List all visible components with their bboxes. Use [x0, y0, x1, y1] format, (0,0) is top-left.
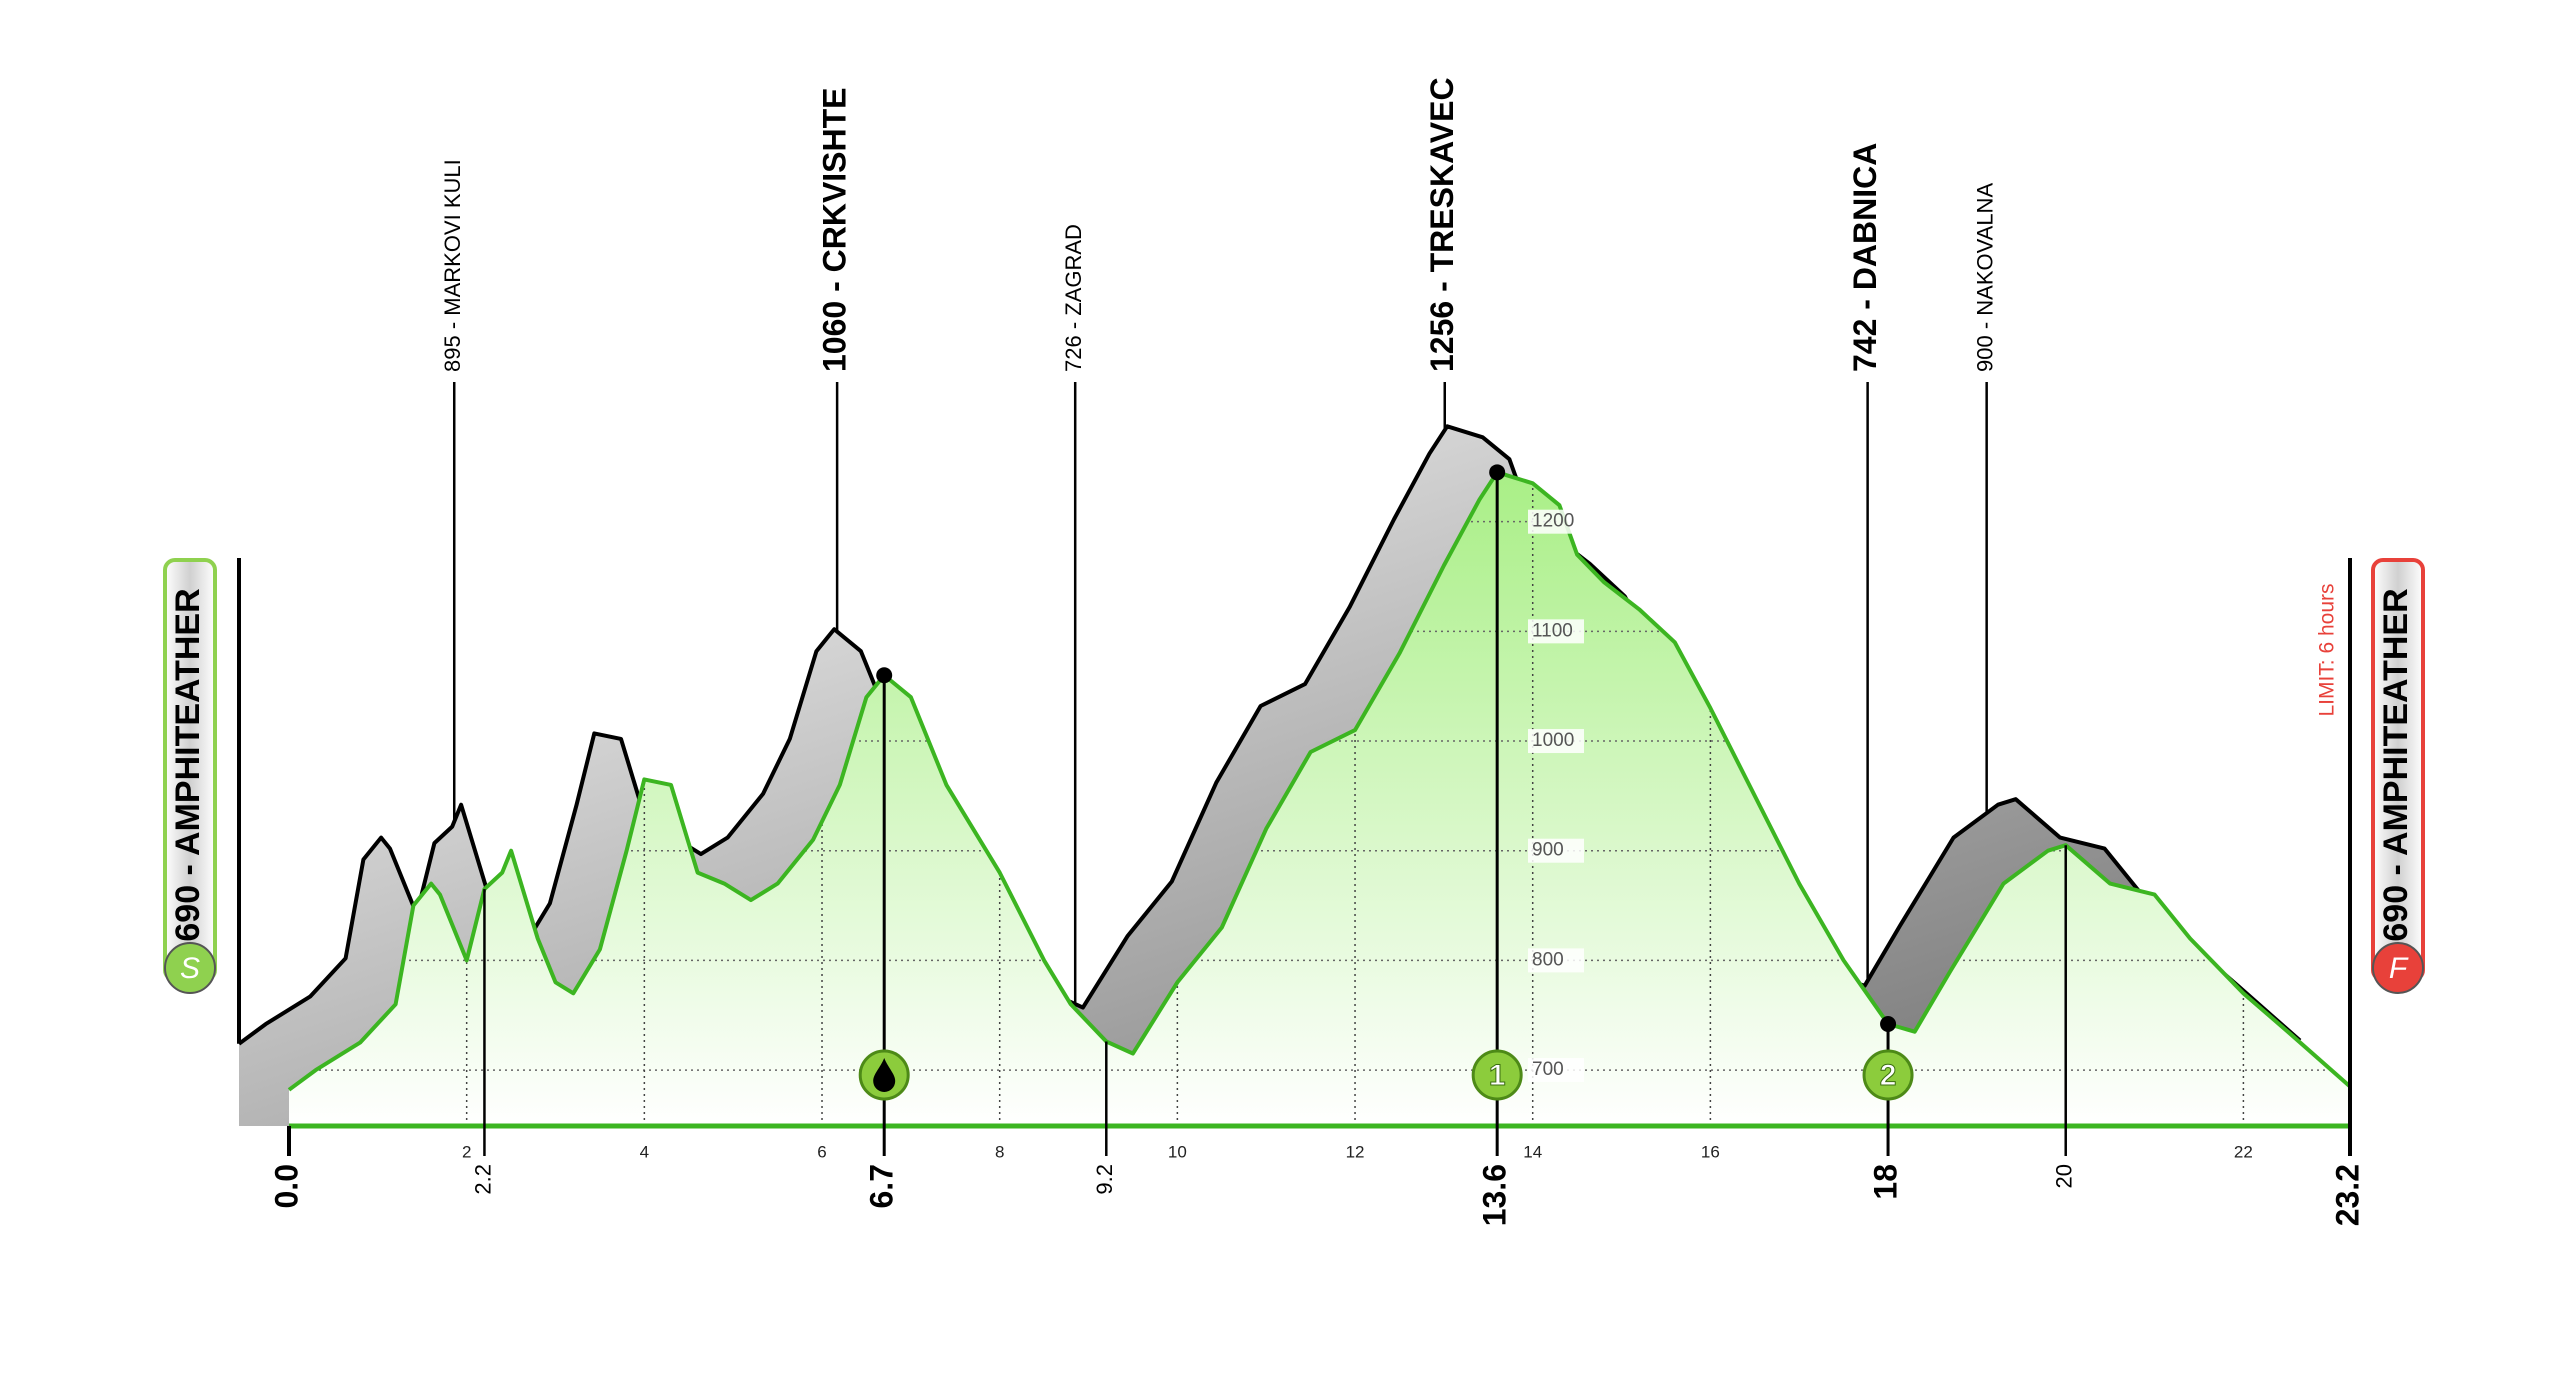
y-tick-bg: [1528, 619, 1584, 644]
finish-note: LIMIT: 6 hours: [2316, 583, 2339, 716]
y-tick-bg: [1528, 1058, 1584, 1083]
finish-label: 690 - AMPHITEATHER: [2377, 588, 2415, 941]
checkpoint-label: 1: [1489, 1059, 1506, 1092]
y-tick-label: 1100: [1532, 620, 1573, 641]
y-tick-bg: [1528, 729, 1584, 754]
checkpoint-badge: [1862, 1049, 1914, 1101]
finish-badge: F: [2389, 952, 2409, 985]
key-distance-label: 18: [1868, 1164, 1904, 1200]
y-tick-label: 900: [1532, 840, 1564, 861]
checkpoint-dot: [1880, 1016, 1897, 1032]
key-distance-label: 9.2: [1092, 1164, 1117, 1195]
start-label: 690 - AMPHITEATHER: [169, 588, 207, 941]
peak-label: 742 - DABNICA: [1847, 143, 1883, 372]
checkpoint-dot: [876, 667, 893, 684]
key-distance-label: 20: [2052, 1164, 2077, 1188]
profile-area: [289, 472, 2350, 1126]
key-distance-label: 13.6: [1477, 1164, 1513, 1226]
peak-label: 895 - MARKOVI KULI: [440, 159, 465, 372]
x-tick-label: 14: [1523, 1142, 1542, 1161]
checkpoint-badge: [1471, 1049, 1523, 1101]
water-icon: [873, 1058, 896, 1092]
profile-shadow-line: [237, 424, 2302, 1046]
key-distance-label: 23.2: [2329, 1164, 2365, 1226]
peak-label: 900 - NAKOVALNA: [1972, 183, 1997, 372]
key-distance-label: 6.7: [864, 1164, 900, 1208]
y-tick-label: 700: [1532, 1059, 1564, 1080]
peak-label: 726 - ZAGRAD: [1061, 224, 1086, 372]
y-tick-bg: [1528, 838, 1584, 863]
key-distance-label: 2.2: [470, 1164, 495, 1195]
start-badge-circle: [164, 942, 216, 994]
x-tick-label: 6: [817, 1142, 826, 1161]
x-tick-label: 10: [1168, 1142, 1187, 1161]
y-tick-label: 1000: [1532, 730, 1574, 751]
checkpoint-label: 2: [1880, 1059, 1897, 1092]
y-tick-label: 1200: [1532, 511, 1574, 532]
key-distance-label: 0.0: [268, 1164, 304, 1208]
y-tick-label: 800: [1532, 949, 1564, 970]
x-tick-label: 8: [995, 1142, 1004, 1161]
peak-label: 1060 - CRKVISHTE: [817, 87, 853, 372]
x-tick-label: 22: [2234, 1142, 2253, 1161]
x-tick-label: 4: [640, 1142, 649, 1161]
checkpoint-dot: [1489, 464, 1506, 481]
peak-label: 1256 - TRESKAVEC: [1424, 77, 1460, 372]
finish-badge-circle: [2372, 942, 2424, 994]
y-tick-bg: [1528, 509, 1584, 534]
profile-line: [287, 470, 2352, 1092]
y-tick-bg: [1528, 948, 1584, 973]
x-tick-label: 16: [1701, 1142, 1720, 1161]
x-tick-label: 12: [1346, 1142, 1365, 1161]
start-badge: S: [180, 952, 200, 985]
x-tick-label: 2: [462, 1142, 471, 1161]
